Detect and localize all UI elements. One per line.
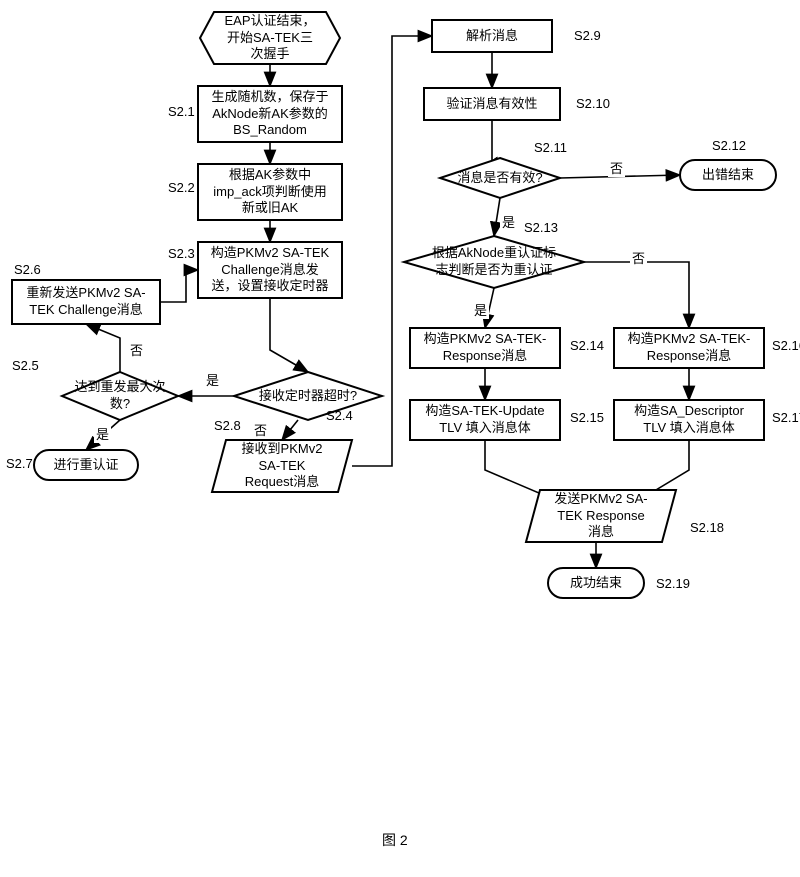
step-label-s214: S2.14 <box>570 338 604 353</box>
step-label-s213: S2.13 <box>524 220 558 235</box>
node-s219: 成功结束 <box>548 568 644 598</box>
step-label-s24: S2.4 <box>326 408 353 423</box>
step-label-s21: S2.1 <box>168 104 195 119</box>
step-label-s210: S2.10 <box>576 96 610 111</box>
step-label-s212: S2.12 <box>712 138 746 153</box>
edge-label: 是 <box>500 212 517 231</box>
node-s217: 构造SA_Descriptor TLV 填入消息体 <box>614 400 764 440</box>
node-text-s210: 验证消息有效性 <box>446 96 537 113</box>
node-s23: 构造PKMv2 SA-TEK Challenge消息发 送，设置接收定时器 <box>198 242 342 298</box>
step-label-s211: S2.11 <box>534 140 567 155</box>
node-text-s27: 进行重认证 <box>53 457 118 474</box>
edge-label: 是 <box>472 300 489 319</box>
node-start: EAP认证结束， 开始SA-TEK三 次握手 <box>200 12 340 64</box>
edge-label: 否 <box>128 340 145 359</box>
node-text-s212: 出错结束 <box>702 167 754 184</box>
edge-label: 否 <box>252 420 269 439</box>
node-text-s26: 重新发送PKMv2 SA- TEK Challenge消息 <box>26 285 145 319</box>
node-s29: 解析消息 <box>432 20 552 52</box>
node-text-s215: 构造SA-TEK-Update TLV 填入消息体 <box>425 403 544 437</box>
step-label-s219: S2.19 <box>656 576 690 591</box>
step-label-s29: S2.9 <box>574 28 601 43</box>
node-s214: 构造PKMv2 SA-TEK- Response消息 <box>410 328 560 368</box>
node-text-s28: 接收到PKMv2 SA-TEK Request消息 <box>242 441 323 492</box>
node-s216: 构造PKMv2 SA-TEK- Response消息 <box>614 328 764 368</box>
node-text-s218: 发送PKMv2 SA- TEK Response 消息 <box>554 491 647 542</box>
edge-label: 是 <box>94 424 111 443</box>
edge-label: 否 <box>608 158 625 177</box>
node-s218: 发送PKMv2 SA- TEK Response 消息 <box>526 490 676 542</box>
step-label-s217: S2.17 <box>772 410 800 425</box>
step-label-s215: S2.15 <box>570 410 604 425</box>
node-text-s213: 根据AkNode重认证标 志判断是否为重认证 <box>432 245 556 279</box>
node-text-s24: 接收定时器超时? <box>259 388 357 405</box>
step-label-s22: S2.2 <box>168 180 195 195</box>
edge-label: 否 <box>630 248 647 267</box>
node-text-s29: 解析消息 <box>466 28 518 45</box>
step-label-s216: S2.16 <box>772 338 800 353</box>
node-text-s22: 根据AK参数中 imp_ack项判断使用 新或旧AK <box>213 167 326 218</box>
node-s210: 验证消息有效性 <box>424 88 560 120</box>
edge-label: 是 <box>204 370 221 389</box>
node-text-s217: 构造SA_Descriptor TLV 填入消息体 <box>634 403 744 437</box>
node-s211: 消息是否有效? <box>440 158 560 198</box>
step-label-s23: S2.3 <box>168 246 195 261</box>
step-label-s27: S2.7 <box>6 456 33 471</box>
node-s26: 重新发送PKMv2 SA- TEK Challenge消息 <box>12 280 160 324</box>
node-text-s21: 生成随机数，保存于 AkNode新AK参数的 BS_Random <box>211 89 328 140</box>
node-s212: 出错结束 <box>680 160 776 190</box>
node-text-s219: 成功结束 <box>570 575 622 592</box>
node-s21: 生成随机数，保存于 AkNode新AK参数的 BS_Random <box>198 86 342 142</box>
node-s213: 根据AkNode重认证标 志判断是否为重认证 <box>404 236 584 288</box>
node-text-start: EAP认证结束， 开始SA-TEK三 次握手 <box>224 13 315 64</box>
node-text-s25: 达到重发最大次 数? <box>74 379 165 413</box>
node-text-s216: 构造PKMv2 SA-TEK- Response消息 <box>628 331 751 365</box>
step-label-s28: S2.8 <box>214 418 241 433</box>
step-label-s218: S2.18 <box>690 520 724 535</box>
node-text-s211: 消息是否有效? <box>457 170 542 187</box>
node-s215: 构造SA-TEK-Update TLV 填入消息体 <box>410 400 560 440</box>
node-s28: 接收到PKMv2 SA-TEK Request消息 <box>212 440 352 492</box>
node-s25: 达到重发最大次 数? <box>62 372 178 420</box>
node-text-s23: 构造PKMv2 SA-TEK Challenge消息发 送，设置接收定时器 <box>211 245 329 296</box>
step-label-s25: S2.5 <box>12 358 39 373</box>
node-s27: 进行重认证 <box>34 450 138 480</box>
node-s24: 接收定时器超时? <box>234 372 382 420</box>
step-label-s26: S2.6 <box>14 262 41 277</box>
figure-caption: 图 2 <box>382 830 408 850</box>
node-s22: 根据AK参数中 imp_ack项判断使用 新或旧AK <box>198 164 342 220</box>
node-text-s214: 构造PKMv2 SA-TEK- Response消息 <box>424 331 547 365</box>
